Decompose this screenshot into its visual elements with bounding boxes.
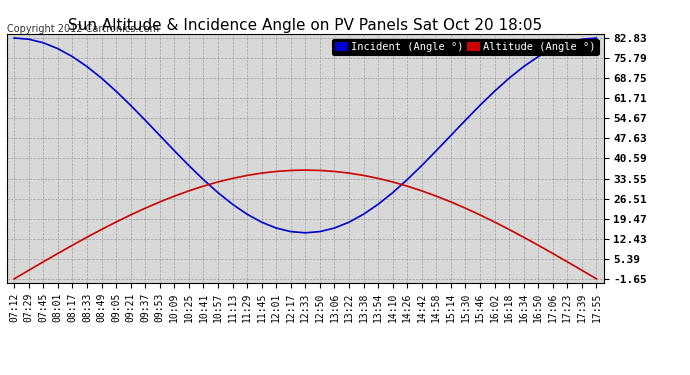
Title: Sun Altitude & Incidence Angle on PV Panels Sat Oct 20 18:05: Sun Altitude & Incidence Angle on PV Pan… xyxy=(68,18,542,33)
Legend: Incident (Angle °), Altitude (Angle °): Incident (Angle °), Altitude (Angle °) xyxy=(332,39,598,55)
Text: Copyright 2012 Cartronics.com: Copyright 2012 Cartronics.com xyxy=(7,24,159,34)
